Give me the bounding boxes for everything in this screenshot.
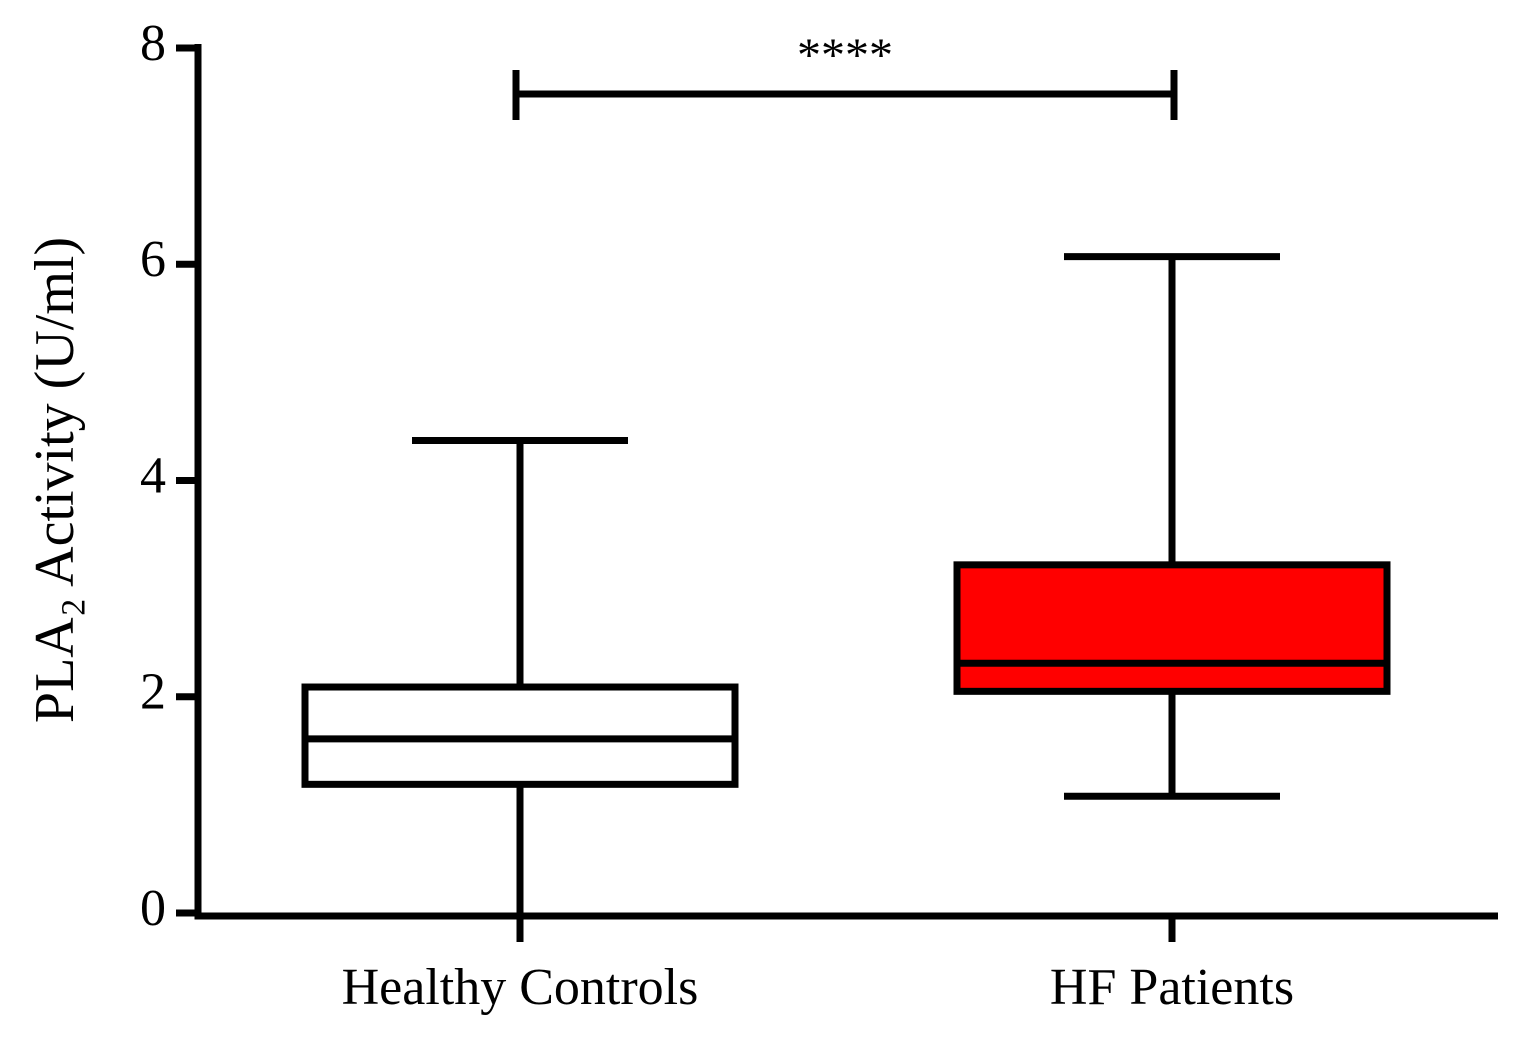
y-tick-label: 6 [140, 231, 166, 288]
significance-bracket [512, 70, 1178, 120]
box [953, 561, 1391, 695]
y-tick-label: 2 [140, 664, 166, 721]
x-tick-label: Healthy Controls [342, 959, 699, 1016]
significance-label: **** [797, 29, 893, 82]
y-axis-label: PLA₂ Activity (U/ml) [24, 237, 86, 723]
y-tick-label: 4 [140, 447, 166, 504]
y-tick-label: 0 [140, 880, 166, 937]
x-tick-label: HF Patients [1050, 959, 1294, 1016]
y-tick-label: 8 [140, 15, 166, 72]
